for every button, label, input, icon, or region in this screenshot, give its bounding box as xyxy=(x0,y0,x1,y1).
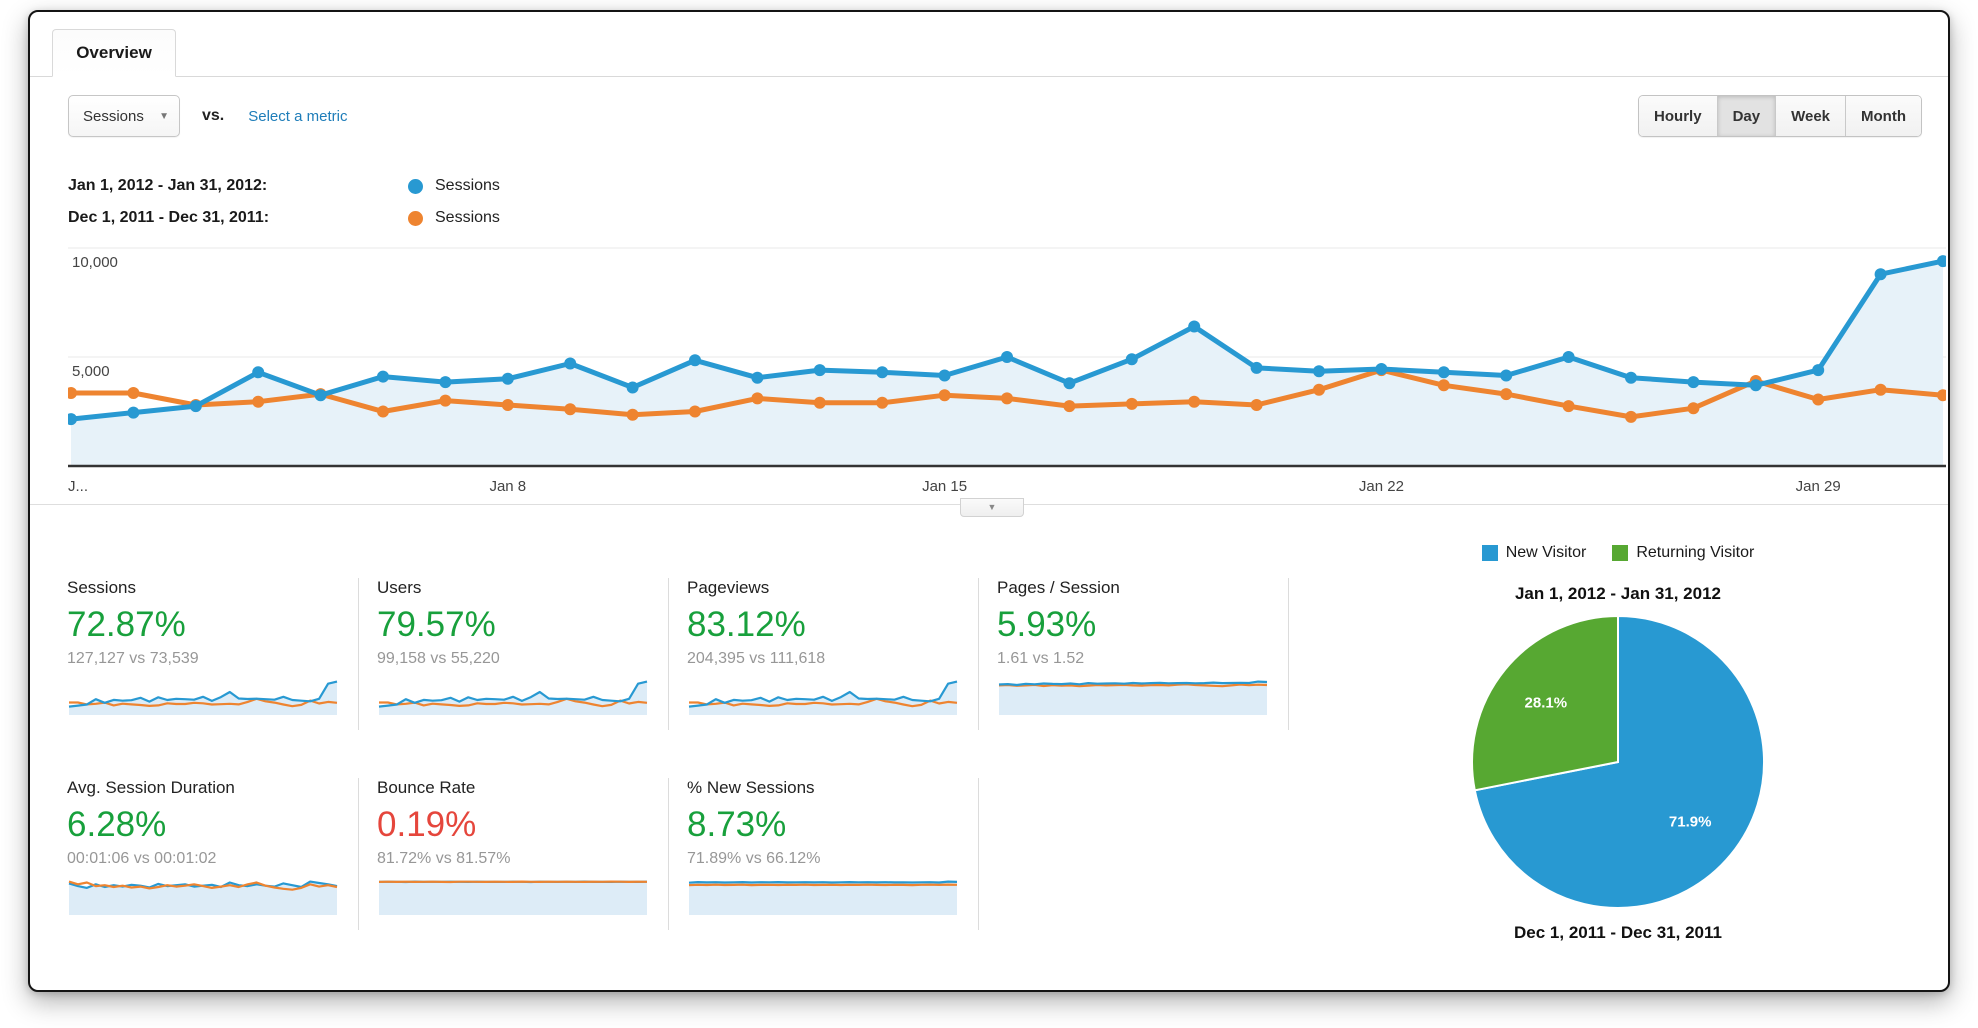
legend-swatch-icon xyxy=(1612,545,1629,561)
metric-comparison-values: 127,127 vs 73,539 xyxy=(67,650,199,667)
pie-slice-new-visitor[interactable] xyxy=(1473,614,1766,909)
metric-change-percent: 8.73% xyxy=(687,805,787,844)
legend-series-dot-icon xyxy=(408,178,423,194)
pie-slice-percentage-label: 28.1% xyxy=(1525,695,1568,712)
legend-series-name: Sessions xyxy=(435,209,500,226)
pie-slice-percentage-label: 71.9% xyxy=(1669,813,1712,830)
svg-text:Jan 29: Jan 29 xyxy=(1796,478,1841,495)
legend-date-range: Jan 1, 2012 - Jan 31, 2012: xyxy=(68,177,268,194)
granularity-button-group: Hourly Day Week Month xyxy=(1638,95,1922,137)
metric-comparison-values: 204,395 vs 111,618 xyxy=(687,650,826,667)
metric-sparkline xyxy=(998,680,1268,715)
metric-select-value: Sessions xyxy=(83,107,144,125)
metric-change-percent: 5.93% xyxy=(997,605,1097,644)
metric-sparkline xyxy=(378,880,648,915)
metric-card-title: Pageviews xyxy=(687,578,770,597)
svg-text:Jan 22: Jan 22 xyxy=(1359,478,1404,495)
metric-card-title: % New Sessions xyxy=(687,778,815,797)
metric-card-new-sessions[interactable]: % New Sessions 8.73% 71.89% vs 66.12% xyxy=(687,778,979,930)
metric-sparkline xyxy=(68,680,338,715)
pie-slice-returning-visitor[interactable] xyxy=(1471,614,1619,792)
granularity-button-hourly[interactable]: Hourly xyxy=(1639,96,1717,136)
metric-change-percent: 79.57% xyxy=(377,605,496,644)
chart-controls: Sessions ▼ vs. Select a metric xyxy=(68,94,347,138)
tab-overview[interactable]: Overview xyxy=(52,29,176,77)
metric-comparison-values: 00:01:06 vs 00:01:02 xyxy=(67,850,217,867)
chart-series-legend: Jan 1, 2012 - Jan 31, 2012: Sessions Dec 1… xyxy=(68,170,500,234)
svg-text:J...: J... xyxy=(68,478,88,495)
legend-row-1: Dec 1, 2011 - Dec 31, 2011: Sessions xyxy=(68,202,500,234)
metric-card-sessions[interactable]: Sessions 72.87% 127,127 vs 73,539 xyxy=(67,578,359,730)
pie-legend: New Visitor Returning Visitor xyxy=(1422,540,1814,566)
svg-text:Jan 15: Jan 15 xyxy=(922,478,967,495)
svg-text:5,000: 5,000 xyxy=(72,363,110,380)
visitor-type-pie-chart[interactable]: 71.9% 28.1% xyxy=(1468,612,1768,912)
metric-comparison-values: 99,158 vs 55,220 xyxy=(377,650,500,667)
svg-text:Jan 8: Jan 8 xyxy=(489,478,526,495)
legend-swatch-icon xyxy=(1481,545,1498,561)
metric-sparkline xyxy=(378,680,648,715)
legend-series-name: Sessions xyxy=(435,177,500,194)
metric-sparkline xyxy=(68,880,338,915)
metric-change-percent: 0.19% xyxy=(377,805,477,844)
vs-label: vs. xyxy=(202,107,225,124)
metric-select-dropdown[interactable]: Sessions ▼ xyxy=(68,95,180,137)
analytics-overview-panel: Overview Sessions ▼ vs. Select a metric … xyxy=(28,10,1950,992)
pie-legend-item-new-visitor: New Visitor xyxy=(1481,544,1587,562)
granularity-button-week[interactable]: Week xyxy=(1775,96,1846,136)
legend-date-range: Dec 1, 2011 - Dec 31, 2011: xyxy=(68,209,270,226)
metric-card-bounce-rate[interactable]: Bounce Rate 0.19% 81.72% vs 81.57% xyxy=(377,778,669,930)
metric-card-title: Bounce Rate xyxy=(377,778,476,797)
metric-card-pageviews[interactable]: Pageviews 83.12% 204,395 vs 111,618 xyxy=(687,578,979,730)
pie-legend-label: New Visitor xyxy=(1505,544,1587,561)
pie-label-comparison-range: Dec 1, 2011 - Dec 31, 2011 xyxy=(1514,923,1722,942)
pie-title-current-range: Jan 1, 2012 - Jan 31, 2012 xyxy=(1514,584,1722,603)
tab-overview-label: Overview xyxy=(76,43,152,62)
metric-card-title: Pages / Session xyxy=(997,578,1120,597)
chevron-down-icon: ▼ xyxy=(987,502,997,512)
legend-series-dot-icon xyxy=(408,210,423,226)
visitor-type-section: New Visitor Returning Visitor Jan 1, 2012… xyxy=(1422,540,1814,943)
chevron-down-icon: ▼ xyxy=(159,110,169,122)
granularity-button-month[interactable]: Month xyxy=(1845,96,1921,136)
metric-card-users[interactable]: Users 79.57% 99,158 vs 55,220 xyxy=(377,578,669,730)
metric-comparison-values: 81.72% vs 81.57% xyxy=(377,850,511,867)
metric-comparison-values: 1.61 vs 1.52 xyxy=(997,650,1085,667)
metric-change-percent: 83.12% xyxy=(687,605,806,644)
tab-bottom-rule xyxy=(30,76,1948,77)
metric-card-title: Sessions xyxy=(67,578,136,597)
select-a-metric-link[interactable]: Select a metric xyxy=(248,107,348,125)
metric-card-avg-session-duration[interactable]: Avg. Session Duration 6.28% 00:01:06 vs 00… xyxy=(67,778,359,930)
metric-sparkline xyxy=(688,880,958,915)
metric-change-percent: 6.28% xyxy=(67,805,167,844)
metric-sparkline xyxy=(688,680,958,715)
chart-expander-button[interactable]: ▼ xyxy=(960,498,1024,517)
legend-row-0: Jan 1, 2012 - Jan 31, 2012: Sessions xyxy=(68,170,500,202)
svg-text:10,000: 10,000 xyxy=(72,254,118,271)
metric-card-title: Avg. Session Duration xyxy=(67,778,235,797)
sessions-timeseries-chart[interactable]: 5,000 10,000 J... Jan 8 Jan 15 Jan 22 Jan 29 xyxy=(68,238,1946,500)
pie-legend-label: Returning Visitor xyxy=(1636,544,1755,561)
pie-legend-item-returning-visitor: Returning Visitor xyxy=(1612,544,1754,562)
metric-change-percent: 72.87% xyxy=(67,605,186,644)
granularity-button-day[interactable]: Day xyxy=(1716,96,1776,136)
metric-card-title: Users xyxy=(377,578,422,597)
metric-comparison-values: 71.89% vs 66.12% xyxy=(687,850,821,867)
metric-card-pages-session[interactable]: Pages / Session 5.93% 1.61 vs 1.52 xyxy=(997,578,1289,730)
